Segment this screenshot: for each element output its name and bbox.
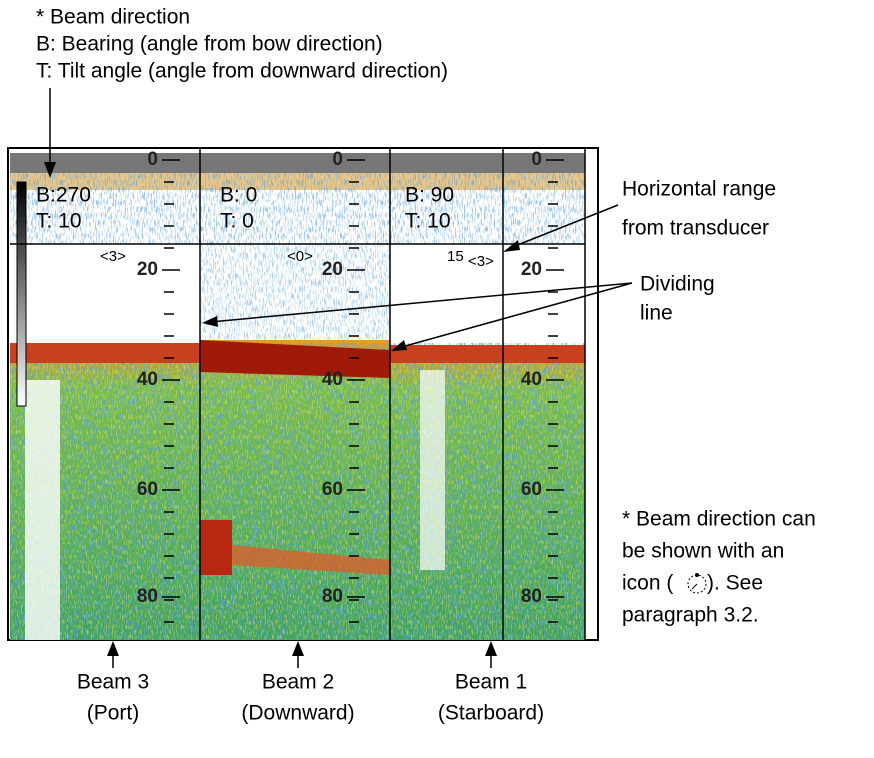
callout-text: Horizontal range <box>622 178 776 201</box>
note-text: ). See <box>707 572 763 595</box>
range-marker: <3> <box>468 253 494 270</box>
range-marker: <3> <box>100 248 126 265</box>
depth-label: 80 <box>521 586 542 607</box>
beam-caption: (Downward) <box>241 702 354 725</box>
depth-label: 0 <box>531 149 542 170</box>
arrow-head <box>485 641 497 656</box>
echogram <box>7 147 599 641</box>
tilt: T: 0 <box>220 210 254 233</box>
depth-label: 40 <box>322 369 343 390</box>
depth-label: 40 <box>137 369 158 390</box>
note-line: B: Bearing (angle from bow direction) <box>36 33 383 56</box>
note-text: * Beam direction can <box>622 508 816 531</box>
note-line: T: Tilt angle (angle from downward direc… <box>36 60 448 83</box>
beam-caption: (Starboard) <box>438 702 544 725</box>
beam-panels: B:270 T: 10 <3> Beam 3 (Port) B: 0 T: 0 <0> Beam… <box>36 184 544 725</box>
depth-label: 60 <box>521 479 542 500</box>
note-text: be shown with an <box>622 540 784 563</box>
beam-caption: Beam 3 <box>77 671 149 694</box>
depth-label: 80 <box>137 586 158 607</box>
depth-label: 20 <box>322 259 343 280</box>
note-text: icon ( <box>622 572 673 595</box>
depth-label: 20 <box>521 259 542 280</box>
depth-scales: 0 20 40 60 80 0 20 40 60 80 0 20 40 60 80 <box>137 149 564 623</box>
bearing: B: 90 <box>405 184 454 207</box>
depth-label: 60 <box>137 479 158 500</box>
depth-label: 60 <box>322 479 343 500</box>
depth-label: 40 <box>521 369 542 390</box>
header-note: * Beam direction B: Bearing (angle from … <box>36 6 448 178</box>
depth-label: 0 <box>147 149 158 170</box>
note-line: * Beam direction <box>36 6 190 29</box>
depth-label: 20 <box>137 259 158 280</box>
arrow-head <box>292 641 304 656</box>
bearing: B: 0 <box>220 184 257 207</box>
range-value: 15 <box>447 248 464 265</box>
beam-icon <box>687 573 707 594</box>
depth-label: 80 <box>322 586 343 607</box>
callouts: Horizontal range from transducer Dividin… <box>202 178 816 627</box>
callout-text: Dividing <box>640 273 715 296</box>
tilt: T: 10 <box>405 210 451 233</box>
bearing: B:270 <box>36 184 91 207</box>
beam-caption: Beam 2 <box>262 671 334 694</box>
beam-caption: (Port) <box>87 702 140 725</box>
range-marker: <0> <box>287 248 313 265</box>
callout-text: line <box>640 302 673 325</box>
tilt: T: 10 <box>36 210 82 233</box>
depth-label: 0 <box>332 149 343 170</box>
callout-text: from transducer <box>622 217 769 240</box>
beam-caption: Beam 1 <box>455 671 527 694</box>
arrow-head <box>107 641 119 656</box>
note-text: paragraph 3.2. <box>622 604 759 627</box>
